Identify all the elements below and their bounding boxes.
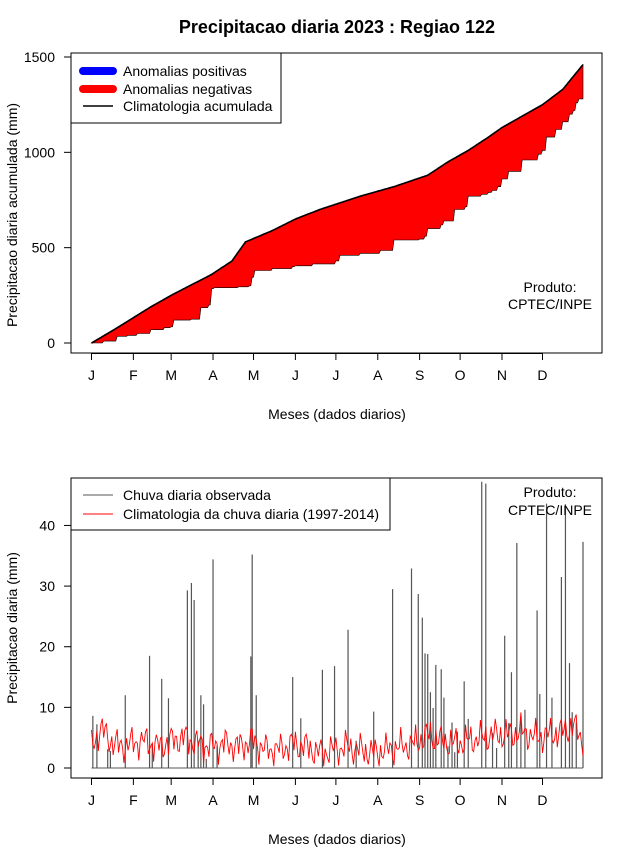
top-x-tick-label: F xyxy=(129,367,138,383)
bottom-y-tick-label: 20 xyxy=(39,639,55,655)
legend-label-climatology: Climatologia acumulada xyxy=(123,98,273,114)
top-x-tick-label: M xyxy=(248,367,260,383)
top-y-tick-label: 500 xyxy=(32,240,56,256)
bottom-x-tick-label: D xyxy=(537,792,547,808)
accumulated-climatology-line xyxy=(91,64,584,344)
top-y-tick-label: 0 xyxy=(47,335,55,351)
product-label-top: Produto: xyxy=(524,279,577,295)
legend-box-bottom xyxy=(70,477,391,531)
top-x-tick-label: M xyxy=(165,367,177,383)
bottom-x-tick-label: O xyxy=(455,792,466,808)
top-y-tick-label: 1000 xyxy=(24,144,55,160)
legend-top: Anomalias positivas Anomalias negativas … xyxy=(70,52,282,124)
figure-title: Precipitacao diaria 2023 : Regiao 122 xyxy=(179,17,495,37)
top-x-tick-label: S xyxy=(415,367,424,383)
legend-label-negative: Anomalias negativas xyxy=(123,81,252,97)
x-axis-label-top: Meses (dados diarios) xyxy=(268,406,406,422)
bottom-x-tick-label: A xyxy=(208,792,218,808)
legend-bottom: Chuva diaria observada Climatologia da c… xyxy=(70,477,391,531)
bottom-x-tick-label: A xyxy=(373,792,383,808)
legend-label-observed: Chuva diaria observada xyxy=(123,487,271,503)
top-x-tick-label: J xyxy=(292,367,299,383)
bottom-y-tick-label: 40 xyxy=(39,517,55,533)
legend-label-daily-climatology: Climatologia da chuva diaria (1997-2014) xyxy=(123,506,379,522)
accumulated-precipitation-panel: J F M A M J J A S O N D 0 500 1000 1500 Meses (dados d… xyxy=(4,49,603,422)
top-x-tick-label: A xyxy=(373,367,383,383)
top-x-tick-label: N xyxy=(497,367,507,383)
bottom-y-tick-label: 10 xyxy=(39,699,55,715)
x-axis-label-bottom: Meses (dados diarios) xyxy=(268,831,406,847)
bottom-x-tick-label: M xyxy=(248,792,260,808)
bottom-y-tick-label: 30 xyxy=(39,578,55,594)
bottom-x-tick-label: J xyxy=(292,792,299,808)
daily-precipitation-panel: J F M A M J J A S O N D 0 10 20 30 40 Meses (dados diar… xyxy=(4,477,603,847)
legend-label-positive: Anomalias positivas xyxy=(123,63,247,79)
product-source-bottom: CPTEC/INPE xyxy=(508,502,592,518)
top-x-tick-label: O xyxy=(455,367,466,383)
bottom-x-tick-label: J xyxy=(88,792,95,808)
top-y-tick-label: 1500 xyxy=(24,49,55,65)
product-label-bottom: Produto: xyxy=(524,484,577,500)
top-x-tick-label: J xyxy=(332,367,339,383)
bottom-x-tick-label: J xyxy=(332,792,339,808)
bottom-x-tick-label: F xyxy=(129,792,138,808)
top-x-tick-label: A xyxy=(208,367,218,383)
y-axis-label-bottom: Precipitacao diaria (mm) xyxy=(4,552,20,704)
bottom-x-tick-label: S xyxy=(415,792,424,808)
y-axis-label-top: Precipitacao diaria acumulada (mm) xyxy=(4,103,20,327)
bottom-x-tick-label: N xyxy=(497,792,507,808)
bottom-y-tick-label: 0 xyxy=(47,760,55,776)
top-x-tick-label: D xyxy=(537,367,547,383)
bottom-x-tick-label: M xyxy=(165,792,177,808)
product-source-top: CPTEC/INPE xyxy=(508,296,592,312)
top-x-tick-label: J xyxy=(88,367,95,383)
daily-climatology-line xyxy=(91,712,584,767)
